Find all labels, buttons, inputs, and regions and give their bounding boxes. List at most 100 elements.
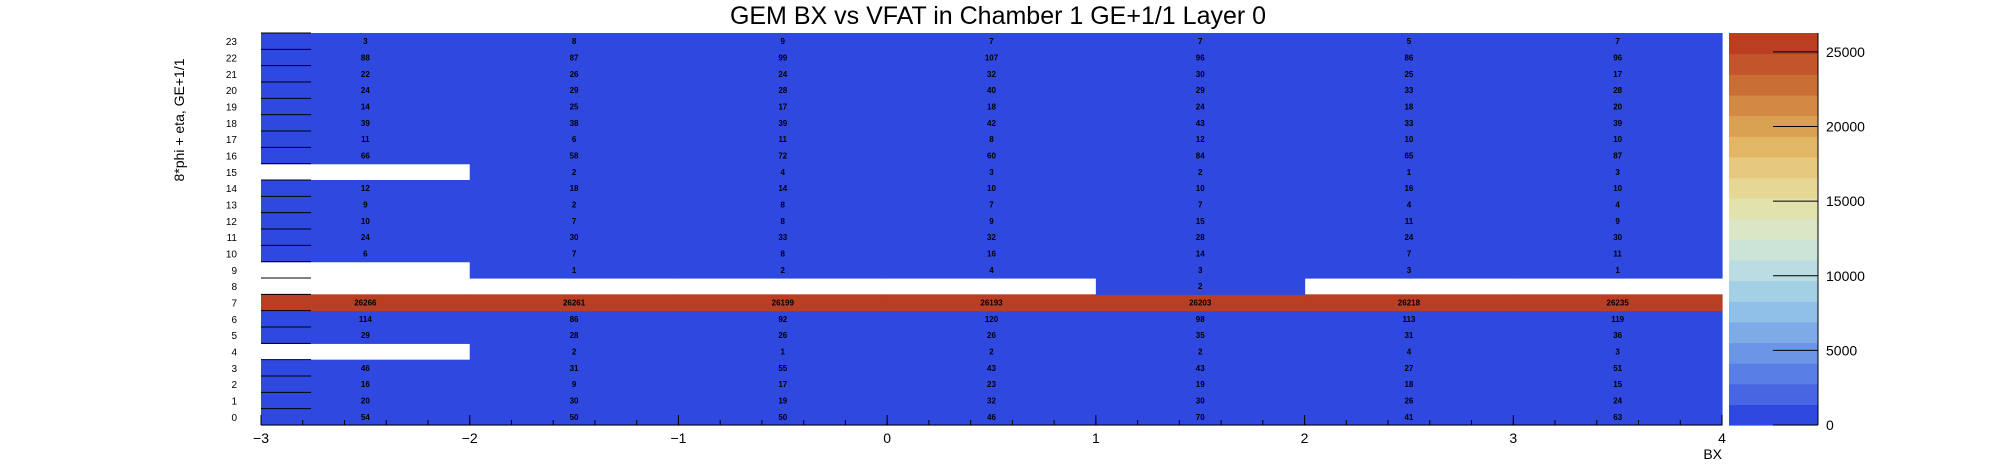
cell-value-label: 8 (781, 201, 786, 210)
cell-value-label: 8 (989, 135, 994, 144)
heatmap-cell (1513, 65, 1723, 83)
cell-value-label: 14 (778, 184, 787, 193)
palette-band (1729, 74, 1818, 96)
cell-value-label: 12 (361, 184, 370, 193)
cell-value-label: 3 (989, 168, 994, 177)
heatmap-cell (678, 82, 888, 99)
cell-value-label: 15 (1196, 217, 1205, 226)
cell-value-label: 24 (1404, 233, 1413, 242)
cell-value-label: 1 (781, 348, 786, 357)
cell-value-label: 30 (1196, 70, 1205, 79)
heatmap-cell (1304, 212, 1514, 230)
cell-value-label: 43 (987, 364, 996, 373)
cell-value-label: 24 (1196, 103, 1205, 112)
cell-value-label: 10 (987, 184, 996, 193)
heatmap-cell (1304, 245, 1514, 263)
heatmap-cell (1513, 147, 1723, 165)
heatmap-cell (678, 147, 888, 165)
heatmap-cell (261, 376, 471, 393)
heatmap-cell (1304, 359, 1514, 377)
heatmap-cell (469, 196, 680, 214)
cell-value-label: 26266 (354, 299, 377, 308)
heatmap-cell (469, 359, 680, 377)
cell-value-label: 51 (1613, 364, 1622, 373)
cell-value-label: 24 (361, 86, 370, 95)
heatmap-cell (678, 212, 888, 230)
heatmap-cell (1095, 245, 1306, 263)
cell-value-label: 30 (1613, 233, 1622, 242)
y-tick-label: 9 (231, 266, 237, 277)
y-tick-label: 0 (231, 413, 237, 424)
cell-value-label: 11 (1613, 250, 1622, 259)
heatmap-cell (1513, 261, 1723, 279)
heatmap-cell (469, 163, 680, 181)
cell-value-label: 31 (1404, 331, 1413, 340)
heatmap-cell (678, 359, 888, 377)
cell-value-label: 3 (1615, 348, 1620, 357)
heatmap-cell (1513, 229, 1723, 246)
heatmap-cell (1513, 49, 1723, 67)
cell-value-label: 55 (778, 364, 787, 373)
heatmap-cell (678, 408, 888, 426)
cell-value-label: 24 (778, 70, 787, 79)
heatmap-cell (887, 294, 1097, 312)
heatmap-cell (1304, 131, 1514, 148)
cell-value-label: 30 (1196, 397, 1205, 406)
cell-value-label: 16 (1404, 184, 1413, 193)
heatmap-cell (678, 33, 888, 50)
cell-value-label: 10 (361, 217, 370, 226)
heatmap-cell (1095, 147, 1306, 165)
heatmap-cell (1095, 392, 1306, 410)
heatmap-cell (678, 245, 888, 263)
cell-value-label: 26 (778, 331, 787, 340)
x-axis-label: BX (1703, 446, 1722, 462)
heatmap-cell (678, 392, 888, 410)
cell-value-label: 7 (989, 201, 994, 210)
palette-band (1729, 156, 1818, 179)
cell-value-label: 32 (987, 397, 996, 406)
heatmap-cell (1513, 327, 1723, 344)
cell-value-label: 17 (778, 103, 787, 112)
y-tick-label: 21 (226, 70, 238, 81)
heatmap-cell (1513, 180, 1723, 197)
cell-value-label: 25 (1404, 70, 1413, 79)
palette-band (1729, 177, 1818, 199)
y-tick-label: 8 (231, 282, 237, 293)
cell-value-label: 87 (1613, 152, 1622, 161)
heatmap-cell (1304, 114, 1514, 132)
cell-value-label: 9 (363, 201, 368, 210)
cell-value-label: 22 (361, 70, 370, 79)
heatmap-cell (469, 392, 680, 410)
heatmap-cell (469, 65, 680, 83)
cell-value-label: 5 (1407, 37, 1412, 46)
heatmap-cell (887, 310, 1097, 328)
y-tick-label: 19 (226, 103, 238, 114)
cell-value-label: 26203 (1189, 299, 1212, 308)
heatmap-cell (469, 294, 680, 312)
heatmap-cell (469, 114, 680, 132)
heatmap-cell (261, 392, 471, 410)
heatmap-cell (1304, 147, 1514, 165)
heatmap-cell (1513, 33, 1723, 50)
x-tick-label: 1 (1092, 430, 1100, 446)
cell-value-label: 26 (570, 70, 579, 79)
heatmap-cell (1095, 261, 1306, 279)
x-tick-label: 3 (1509, 430, 1517, 446)
cell-value-label: 26218 (1398, 299, 1421, 308)
palette-band (1729, 363, 1818, 385)
cell-value-label: 27 (1404, 364, 1413, 373)
y-tick-label: 20 (226, 86, 238, 97)
heatmap-cell (469, 343, 680, 361)
cell-value-label: 33 (778, 233, 787, 242)
cell-value-label: 11 (779, 135, 788, 144)
heatmap-cell (1095, 310, 1306, 328)
cell-value-label: 19 (778, 397, 787, 406)
heatmap-cell (887, 212, 1097, 230)
palette-band (1729, 301, 1818, 323)
cell-value-label: 20 (1613, 103, 1622, 112)
heatmap-cell (1095, 294, 1306, 312)
cell-value-label: 29 (570, 86, 579, 95)
palette-tick-label: 15000 (1826, 193, 1865, 209)
heatmap-cell (678, 310, 888, 328)
cell-value-label: 39 (1613, 119, 1622, 128)
